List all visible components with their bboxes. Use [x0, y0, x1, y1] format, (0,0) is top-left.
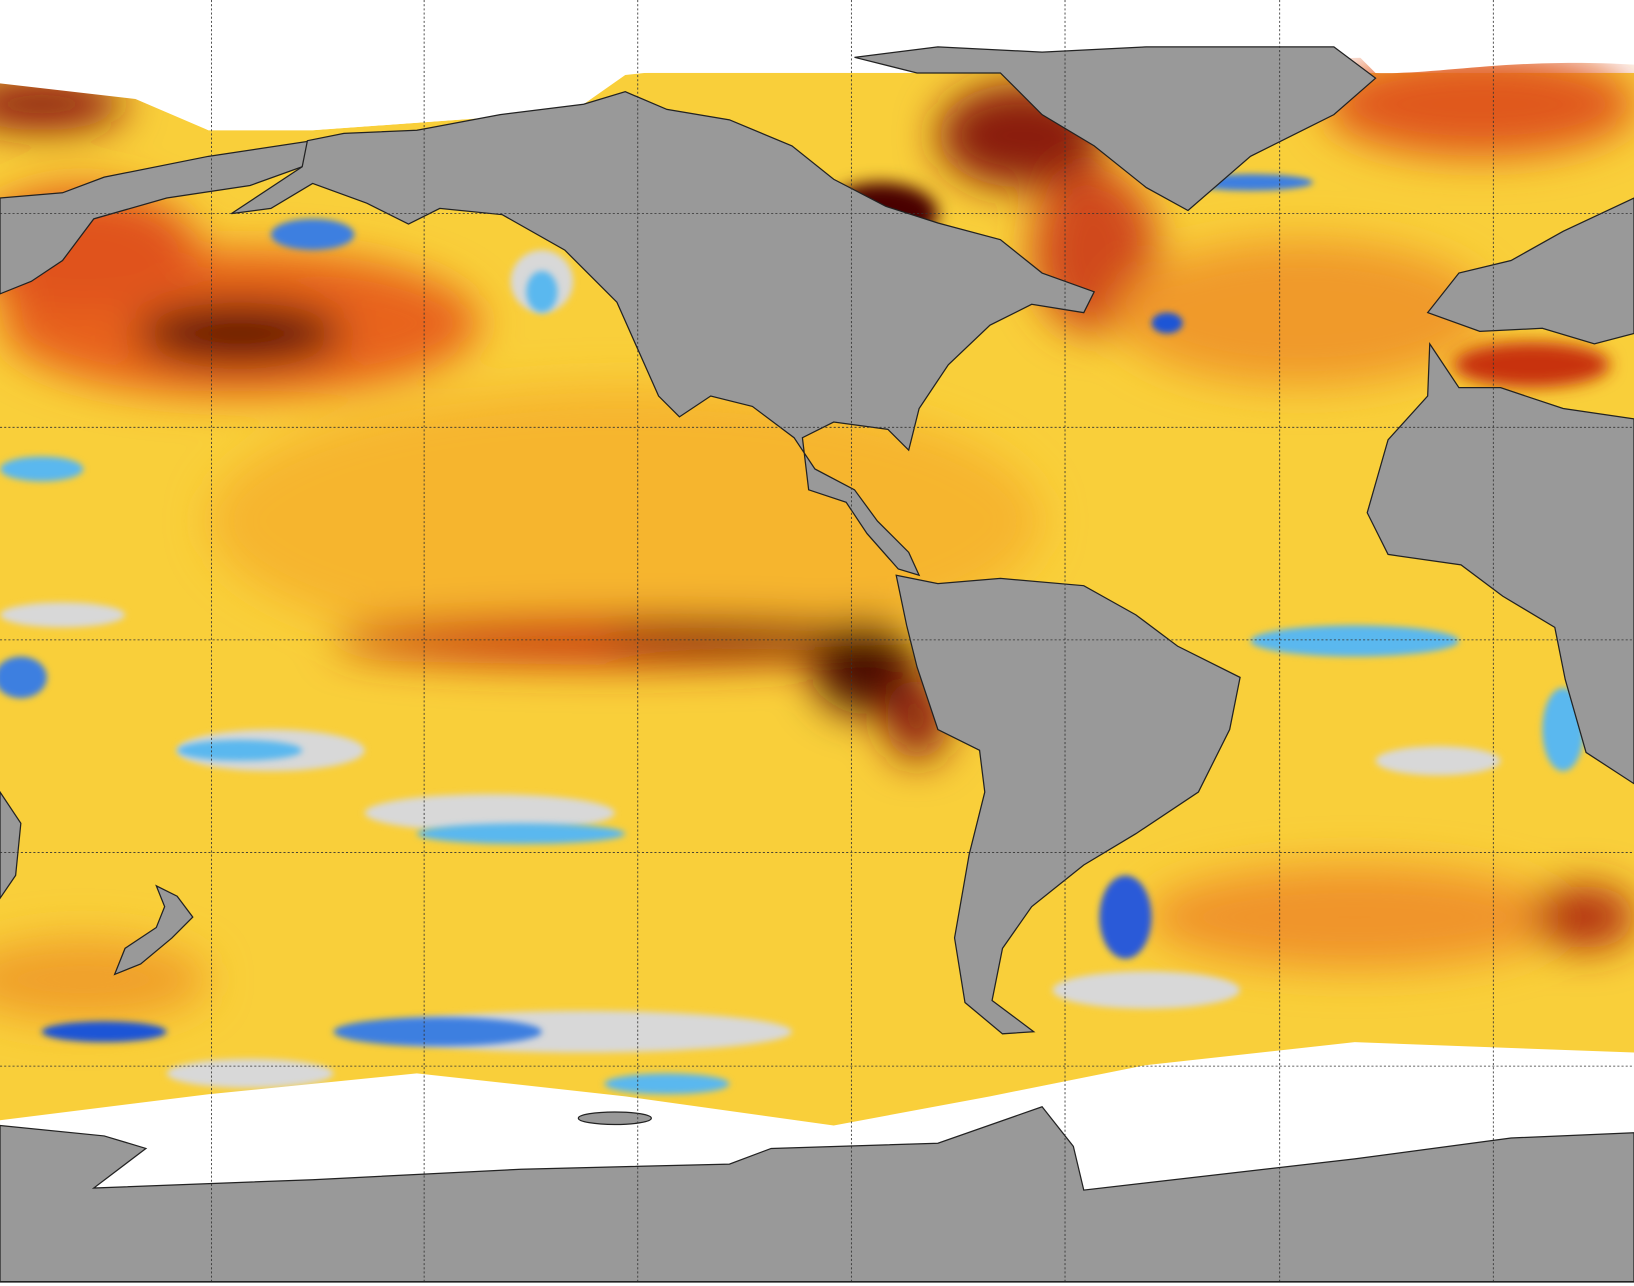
africa: [1366, 341, 1634, 785]
australia: [0, 790, 22, 900]
arctic-white: [0, 0, 1634, 131]
south-america: [895, 574, 1241, 1035]
land: [0, 46, 1634, 1283]
greenland: [854, 46, 1377, 212]
ice-shelf-island: [577, 1111, 652, 1126]
europe: [1426, 197, 1634, 345]
cool-anomalies: [0, 174, 1584, 1095]
north-america: [230, 91, 1096, 577]
asia: [0, 139, 314, 295]
warm-anomalies: [0, 52, 1634, 1022]
antarctica: [0, 1106, 1634, 1283]
mediterranean-anomaly: [1453, 341, 1611, 388]
new-zealand: [113, 884, 194, 976]
